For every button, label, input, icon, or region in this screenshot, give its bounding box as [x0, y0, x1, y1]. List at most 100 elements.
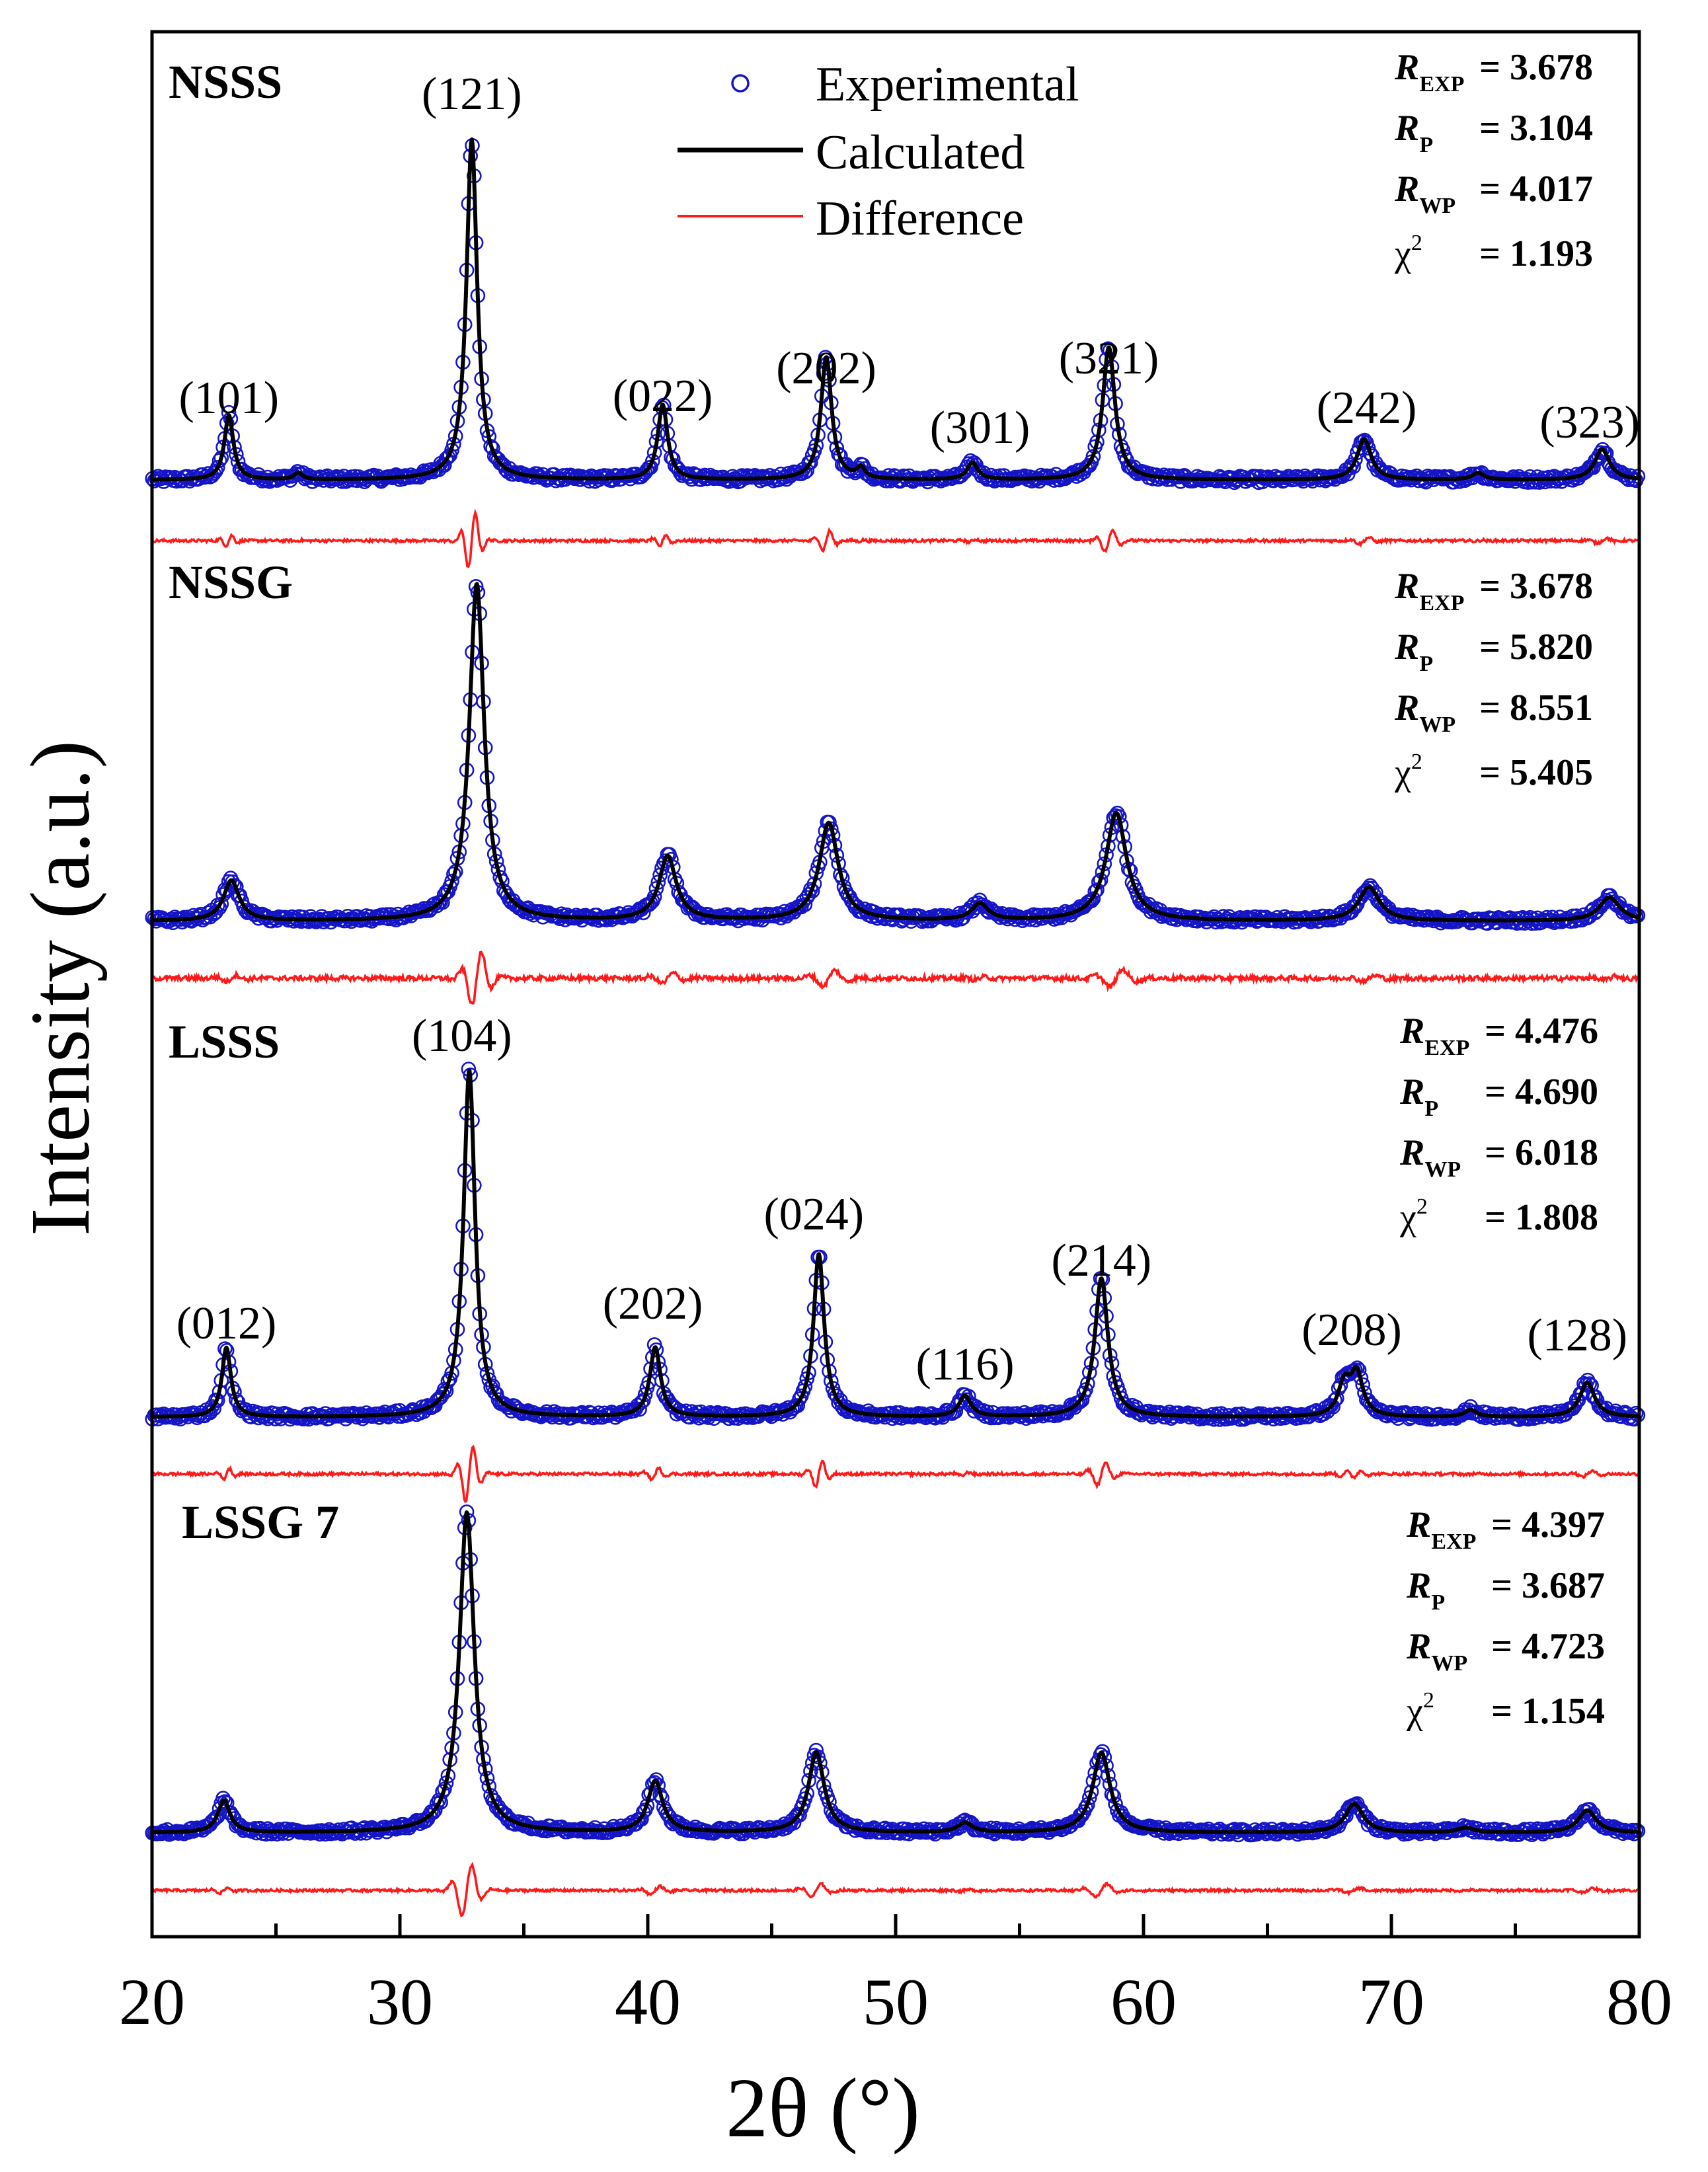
stat-symbol: REXP	[1406, 1504, 1476, 1554]
stat-value: = 4.723	[1491, 1626, 1605, 1667]
stat-value: = 6.018	[1485, 1132, 1598, 1173]
stat-value: = 4.690	[1485, 1071, 1598, 1112]
stat-value: = 1.808	[1485, 1197, 1598, 1238]
stat-symbol: REXP	[1399, 1011, 1469, 1060]
x-tick-label: 60	[1110, 1965, 1177, 2038]
experimental-point	[264, 1826, 280, 1842]
experimental-point	[667, 458, 683, 473]
experimental-point	[1089, 882, 1105, 898]
peak-label: (301)	[930, 403, 1030, 453]
x-tick-label: 20	[119, 1965, 185, 2038]
stat-value: = 1.193	[1479, 233, 1593, 274]
experimental-series	[145, 1062, 1646, 1427]
experimental-point	[607, 1410, 623, 1425]
peak-label: (202)	[603, 1278, 703, 1329]
experimental-point	[440, 449, 456, 465]
panel-nsss: NSSS (101) (121) (022) (202) (301) (321) (242) (…	[145, 47, 1646, 568]
experimental-point	[559, 467, 575, 483]
experimental-point	[797, 897, 813, 912]
stat-symbol: χ2	[1394, 231, 1422, 274]
legend-label: Experimental	[816, 58, 1079, 112]
x-tick-label: 40	[615, 1965, 681, 2038]
peak-label: (024)	[763, 1189, 864, 1240]
experimental-point	[721, 1411, 736, 1426]
peak-label: (121)	[422, 69, 522, 120]
difference-line	[151, 508, 1639, 568]
legend-label: Calculated	[816, 126, 1025, 180]
panel-nssg: NSSG REXP = 3.678 RP = 5.820 RWP = 8.551 χ2 = 5.…	[145, 556, 1646, 1005]
experimental-point	[634, 1395, 649, 1410]
experimental-point	[1584, 1807, 1599, 1823]
stat-value: = 8.551	[1479, 687, 1593, 728]
refinement-stats: REXP = 3.678 RP = 5.820 RWP = 8.551 χ2 = 5.405	[1394, 566, 1593, 793]
x-tick-label: 80	[1606, 1965, 1672, 2038]
experimental-point	[637, 465, 653, 481]
peak-label: (012)	[176, 1298, 277, 1349]
panel-lsss: LSSS (012) (104) (202) (024) (116) (214) (208) (…	[145, 1011, 1646, 1504]
experimental-point	[1072, 1394, 1088, 1409]
peak-label: (214)	[1051, 1235, 1151, 1286]
experimental-point	[914, 913, 930, 929]
legend-marker-experimental	[731, 74, 750, 93]
stat-value: = 5.820	[1479, 627, 1593, 668]
experimental-point	[1357, 432, 1372, 448]
experimental-point	[1350, 1360, 1365, 1376]
stat-symbol: χ2	[1406, 1688, 1434, 1732]
panels: NSSS (101) (121) (022) (202) (301) (321) (242) (…	[145, 47, 1646, 1918]
peak-label: (022)	[613, 371, 713, 422]
stat-symbol: REXP	[1394, 566, 1464, 615]
x-tick-label: 30	[367, 1965, 433, 2038]
experimental-point	[1366, 1401, 1381, 1416]
stat-value: = 3.678	[1479, 47, 1593, 88]
stat-symbol: RP	[1394, 108, 1433, 157]
stat-value: = 4.397	[1491, 1504, 1605, 1545]
experimental-point	[426, 1804, 441, 1820]
refinement-stats: REXP = 3.678 RP = 3.104 RWP = 4.017 χ2 = 1.193	[1394, 47, 1593, 274]
experimental-point	[317, 1826, 333, 1842]
experimental-point	[1504, 1827, 1519, 1842]
experimental-point	[1085, 891, 1101, 907]
x-tick-label: 70	[1358, 1965, 1424, 2038]
experimental-point	[1532, 475, 1547, 490]
refinement-stats: REXP = 4.397 RP = 3.687 RWP = 4.723 χ2 = 1.154	[1406, 1504, 1605, 1732]
stat-symbol: χ2	[1399, 1194, 1428, 1238]
experimental-point	[1078, 1800, 1093, 1816]
experimental-point	[792, 1391, 807, 1407]
stat-symbol: RWP	[1394, 687, 1456, 737]
legend: Experimental Calculated Difference	[678, 58, 1079, 246]
sample-name: LSSG 7	[182, 1496, 339, 1549]
difference-line	[151, 1444, 1640, 1504]
peak-label: (104)	[412, 1011, 512, 1062]
y-axis-title: Intensity (a.u.)	[13, 740, 107, 1236]
peak-label: (242)	[1317, 383, 1417, 434]
stat-symbol: RP	[1406, 1565, 1445, 1615]
stat-symbol: χ2	[1394, 750, 1422, 793]
x-axis-title: 2θ (°)	[726, 2061, 920, 2155]
panel-lssg-7: LSSG 7 REXP = 4.397 RP = 3.687 RWP = 4.723 χ2 = …	[145, 1496, 1646, 1918]
peak-label: (202)	[776, 343, 876, 394]
difference-line	[151, 950, 1639, 1005]
calculated-line	[151, 582, 1640, 923]
stat-symbol: RP	[1399, 1071, 1438, 1121]
stat-symbol: RWP	[1399, 1132, 1461, 1182]
sample-name: NSSG	[169, 556, 293, 609]
experimental-point	[1446, 474, 1461, 490]
calculated-line	[151, 1068, 1640, 1419]
legend-label: Difference	[816, 192, 1024, 246]
experimental-point	[658, 1389, 674, 1405]
experimental-point	[646, 1775, 662, 1790]
stat-value: = 4.017	[1479, 169, 1593, 210]
peak-label: (116)	[915, 1339, 1014, 1390]
calculated-line	[151, 1510, 1640, 1835]
stat-symbol: RP	[1394, 627, 1433, 676]
experimental-point	[436, 887, 452, 902]
experimental-point	[641, 897, 657, 912]
difference-line	[151, 1861, 1639, 1918]
experimental-series	[145, 1504, 1646, 1843]
experimental-point	[210, 459, 225, 475]
peak-label: (321)	[1059, 333, 1159, 384]
calculated-line	[151, 137, 1640, 482]
peak-label: (208)	[1301, 1305, 1402, 1356]
experimental-point	[444, 873, 459, 889]
sample-name: NSSS	[169, 56, 282, 108]
